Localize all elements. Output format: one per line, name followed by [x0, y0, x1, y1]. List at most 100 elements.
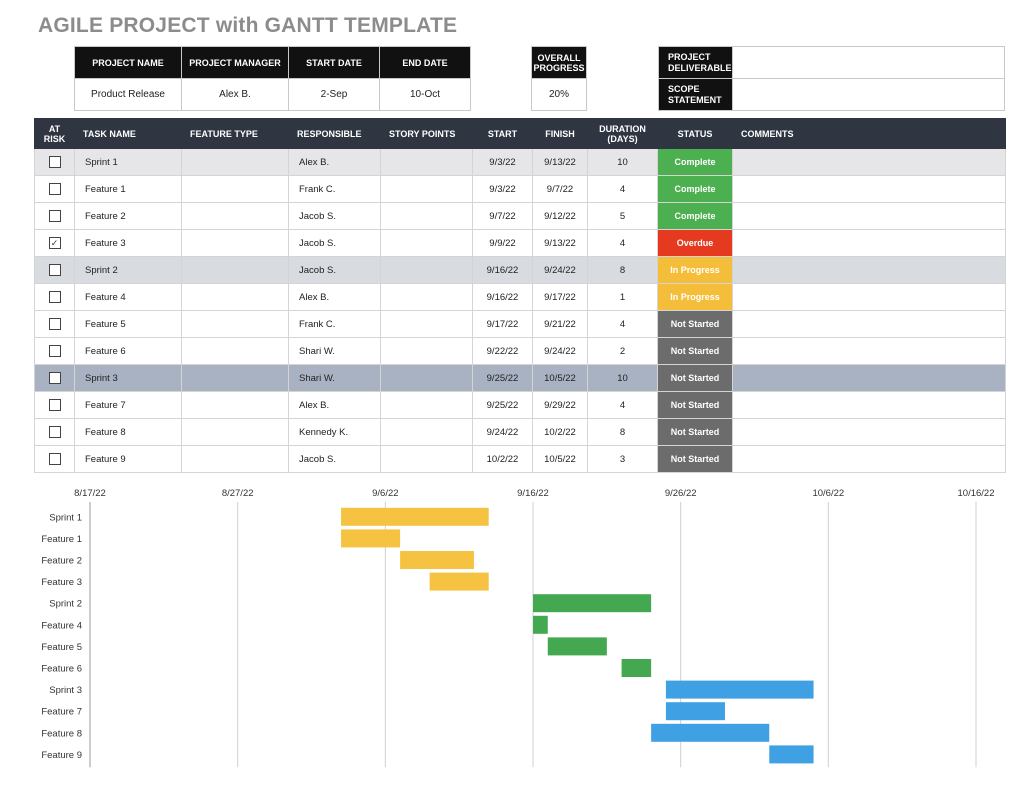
- end-date-value[interactable]: 10-Oct: [379, 78, 471, 111]
- task-name-cell[interactable]: Feature 9: [74, 445, 182, 473]
- at-risk-checkbox[interactable]: [48, 453, 61, 465]
- status-badge[interactable]: Complete: [657, 175, 733, 203]
- project-name-value[interactable]: Product Release: [74, 78, 182, 111]
- status-badge[interactable]: Complete: [657, 202, 733, 230]
- comments-cell[interactable]: [732, 202, 1006, 230]
- status-badge[interactable]: Not Started: [657, 364, 733, 392]
- comments-cell[interactable]: [732, 391, 1006, 419]
- story-points-cell[interactable]: [380, 148, 473, 176]
- feature-type-cell[interactable]: [181, 337, 289, 365]
- task-name-cell[interactable]: Sprint 2: [74, 256, 182, 284]
- start-cell[interactable]: 9/24/22: [472, 418, 533, 446]
- feature-type-cell[interactable]: [181, 256, 289, 284]
- task-name-cell[interactable]: Sprint 3: [74, 364, 182, 392]
- finish-cell[interactable]: 10/5/22: [532, 445, 588, 473]
- at-risk-checkbox[interactable]: [48, 318, 61, 330]
- status-badge[interactable]: Overdue: [657, 229, 733, 257]
- story-points-cell[interactable]: [380, 175, 473, 203]
- at-risk-checkbox[interactable]: [48, 399, 61, 411]
- at-risk-checkbox[interactable]: [48, 183, 61, 195]
- responsible-cell[interactable]: Jacob S.: [288, 445, 381, 473]
- story-points-cell[interactable]: [380, 229, 473, 257]
- at-risk-checkbox[interactable]: [48, 291, 61, 303]
- finish-cell[interactable]: 10/5/22: [532, 364, 588, 392]
- status-badge[interactable]: Not Started: [657, 337, 733, 365]
- duration-cell[interactable]: 3: [587, 445, 658, 473]
- at-risk-checkbox[interactable]: [48, 264, 61, 276]
- finish-cell[interactable]: 9/21/22: [532, 310, 588, 338]
- feature-type-cell[interactable]: [181, 283, 289, 311]
- status-badge[interactable]: Not Started: [657, 391, 733, 419]
- responsible-cell[interactable]: Alex B.: [288, 148, 381, 176]
- comments-cell[interactable]: [732, 229, 1006, 257]
- finish-cell[interactable]: 9/12/22: [532, 202, 588, 230]
- task-name-cell[interactable]: Feature 5: [74, 310, 182, 338]
- status-badge[interactable]: In Progress: [657, 256, 733, 284]
- story-points-cell[interactable]: [380, 418, 473, 446]
- at-risk-checkbox[interactable]: [48, 426, 61, 438]
- start-cell[interactable]: 9/3/22: [472, 148, 533, 176]
- responsible-cell[interactable]: Jacob S.: [288, 256, 381, 284]
- start-cell[interactable]: 9/7/22: [472, 202, 533, 230]
- duration-cell[interactable]: 4: [587, 175, 658, 203]
- feature-type-cell[interactable]: [181, 148, 289, 176]
- feature-type-cell[interactable]: [181, 202, 289, 230]
- at-risk-checkbox[interactable]: [48, 210, 61, 222]
- feature-type-cell[interactable]: [181, 445, 289, 473]
- feature-type-cell[interactable]: [181, 418, 289, 446]
- task-name-cell[interactable]: Sprint 1: [74, 148, 182, 176]
- comments-cell[interactable]: [732, 364, 1006, 392]
- task-name-cell[interactable]: Feature 8: [74, 418, 182, 446]
- feature-type-cell[interactable]: [181, 310, 289, 338]
- story-points-cell[interactable]: [380, 310, 473, 338]
- comments-cell[interactable]: [732, 148, 1006, 176]
- at-risk-checkbox[interactable]: ✓: [48, 237, 61, 249]
- story-points-cell[interactable]: [380, 364, 473, 392]
- responsible-cell[interactable]: Kennedy K.: [288, 418, 381, 446]
- comments-cell[interactable]: [732, 310, 1006, 338]
- finish-cell[interactable]: 9/13/22: [532, 148, 588, 176]
- duration-cell[interactable]: 8: [587, 256, 658, 284]
- duration-cell[interactable]: 1: [587, 283, 658, 311]
- story-points-cell[interactable]: [380, 391, 473, 419]
- duration-cell[interactable]: 8: [587, 418, 658, 446]
- story-points-cell[interactable]: [380, 256, 473, 284]
- task-name-cell[interactable]: Feature 4: [74, 283, 182, 311]
- duration-cell[interactable]: 4: [587, 391, 658, 419]
- start-cell[interactable]: 9/22/22: [472, 337, 533, 365]
- responsible-cell[interactable]: Jacob S.: [288, 202, 381, 230]
- start-cell[interactable]: 9/9/22: [472, 229, 533, 257]
- responsible-cell[interactable]: Frank C.: [288, 175, 381, 203]
- project-deliverable-value[interactable]: [732, 46, 1005, 79]
- comments-cell[interactable]: [732, 175, 1006, 203]
- story-points-cell[interactable]: [380, 283, 473, 311]
- status-badge[interactable]: Not Started: [657, 418, 733, 446]
- start-cell[interactable]: 9/3/22: [472, 175, 533, 203]
- at-risk-checkbox[interactable]: [48, 345, 61, 357]
- start-cell[interactable]: 9/16/22: [472, 283, 533, 311]
- task-name-cell[interactable]: Feature 1: [74, 175, 182, 203]
- responsible-cell[interactable]: Jacob S.: [288, 229, 381, 257]
- status-badge[interactable]: In Progress: [657, 283, 733, 311]
- feature-type-cell[interactable]: [181, 364, 289, 392]
- finish-cell[interactable]: 9/7/22: [532, 175, 588, 203]
- status-badge[interactable]: Not Started: [657, 310, 733, 338]
- feature-type-cell[interactable]: [181, 175, 289, 203]
- comments-cell[interactable]: [732, 337, 1006, 365]
- duration-cell[interactable]: 2: [587, 337, 658, 365]
- status-badge[interactable]: Not Started: [657, 445, 733, 473]
- scope-statement-value[interactable]: [732, 78, 1005, 111]
- finish-cell[interactable]: 9/13/22: [532, 229, 588, 257]
- comments-cell[interactable]: [732, 445, 1006, 473]
- start-date-value[interactable]: 2-Sep: [288, 78, 380, 111]
- responsible-cell[interactable]: Shari W.: [288, 364, 381, 392]
- task-name-cell[interactable]: Feature 7: [74, 391, 182, 419]
- story-points-cell[interactable]: [380, 337, 473, 365]
- finish-cell[interactable]: 10/2/22: [532, 418, 588, 446]
- overall-progress-value[interactable]: 20%: [531, 78, 587, 111]
- responsible-cell[interactable]: Alex B.: [288, 283, 381, 311]
- task-name-cell[interactable]: Feature 2: [74, 202, 182, 230]
- start-cell[interactable]: 9/17/22: [472, 310, 533, 338]
- responsible-cell[interactable]: Frank C.: [288, 310, 381, 338]
- comments-cell[interactable]: [732, 256, 1006, 284]
